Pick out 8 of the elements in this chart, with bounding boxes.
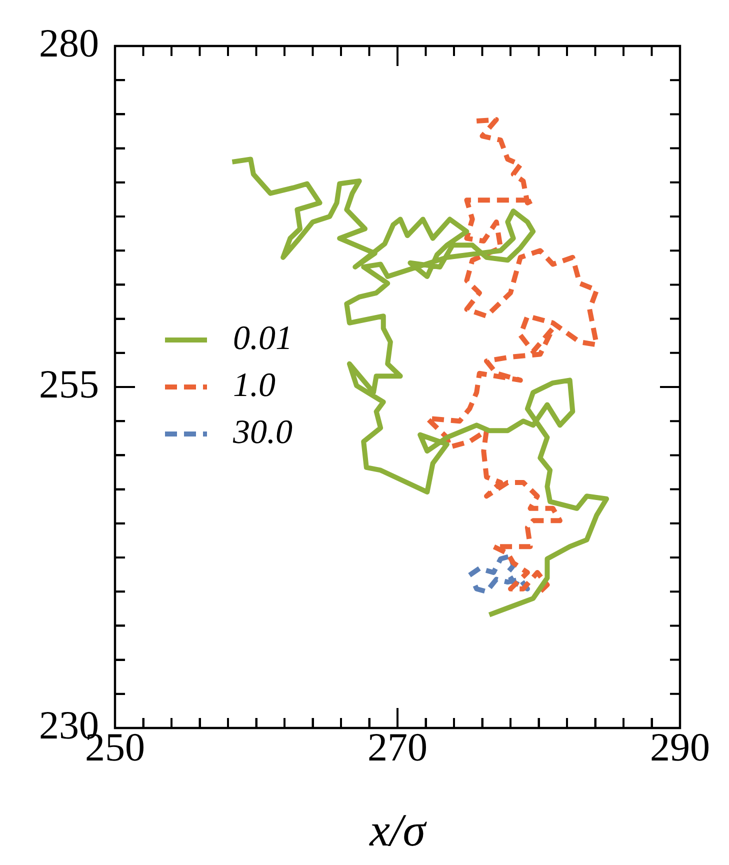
legend-label: 1.0 <box>233 366 276 404</box>
y-tick-label: 255 <box>39 362 99 406</box>
x-tick-label: 290 <box>650 724 710 770</box>
x-axis-title: x/σ <box>368 804 428 856</box>
x-tick-label: 270 <box>368 724 428 770</box>
y-tick-label: 280 <box>39 20 99 66</box>
legend-label: 0.01 <box>233 320 292 357</box>
legend-label: 30.0 <box>232 414 292 451</box>
